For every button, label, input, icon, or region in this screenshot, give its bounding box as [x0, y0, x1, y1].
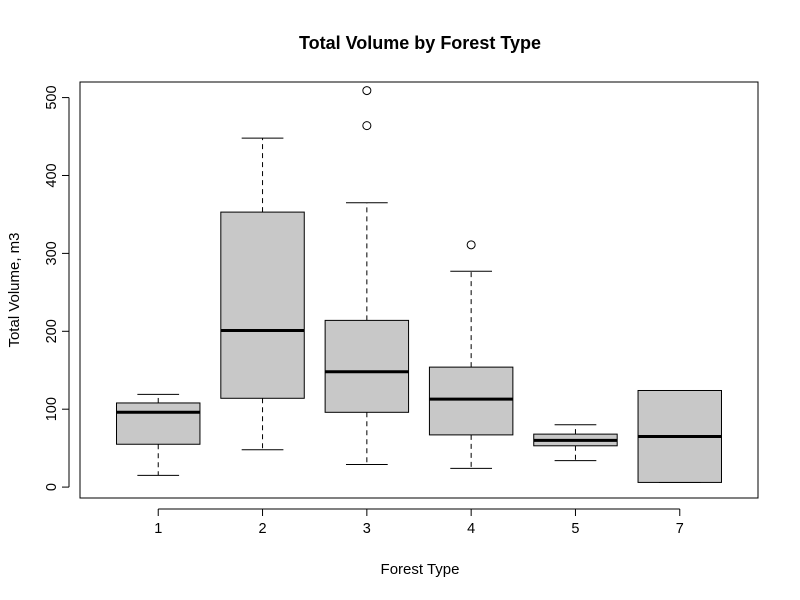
x-tick-label: 2	[258, 521, 266, 537]
y-tick-label: 100	[44, 397, 60, 421]
plot-frame	[79, 81, 759, 499]
x-axis: 1 2 3 4 5 7	[154, 508, 684, 537]
chart-title: Total Volume by Forest Type	[299, 33, 541, 53]
y-tick-label: 200	[44, 319, 60, 343]
outlier-point	[362, 86, 372, 96]
box-group-5	[533, 424, 618, 462]
x-tick-label: 4	[467, 521, 475, 537]
box-group-2	[220, 137, 305, 451]
box-iqr	[116, 402, 201, 445]
box-group-3	[324, 86, 410, 466]
y-tick-label: 400	[44, 163, 60, 187]
box-iqr	[220, 211, 305, 399]
x-tick-label: 7	[676, 521, 684, 537]
box-group-4	[428, 240, 514, 469]
box-group-7	[637, 389, 722, 483]
box-iqr	[428, 366, 514, 436]
y-axis: 0 100 200 300 400 500	[44, 85, 70, 491]
x-tick-label: 5	[571, 521, 579, 537]
box-series	[116, 86, 722, 483]
outlier-point	[466, 240, 476, 250]
box-iqr	[324, 319, 410, 413]
x-tick-label: 3	[363, 521, 371, 537]
y-tick-label: 300	[44, 241, 60, 265]
outlier-point	[362, 121, 372, 131]
y-tick-label: 500	[44, 85, 60, 109]
box-group-1	[116, 393, 201, 476]
y-tick-label: 0	[44, 483, 60, 491]
x-axis-label: Forest Type	[381, 561, 460, 578]
y-axis-label: Total Volume, m3	[6, 232, 23, 347]
x-tick-label: 1	[154, 521, 162, 537]
